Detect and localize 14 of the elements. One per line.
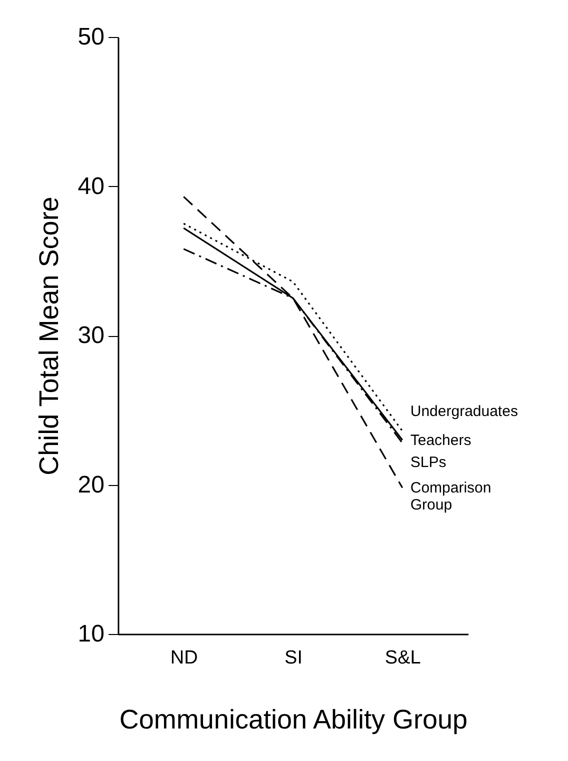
y-tick-label: 30 — [78, 322, 104, 349]
series-label: Comparison Group — [410, 480, 492, 514]
y-tick-label: 50 — [78, 24, 104, 50]
y-tick-label: 20 — [78, 471, 104, 498]
y-tick-label: 40 — [78, 172, 104, 200]
series-label: Undergraduates — [410, 403, 518, 420]
y-tick-label: 10 — [78, 620, 104, 648]
x-tick-label: ND — [170, 648, 198, 668]
x-tick-label: S&L — [384, 648, 421, 668]
series-label: Teachers — [410, 432, 472, 449]
x-axis-title: Communication Ability Group — [119, 704, 468, 734]
x-tick-label: SI — [284, 648, 302, 668]
y-axis-title: Child Total Mean Score — [34, 196, 64, 476]
series-label: SLPs — [410, 454, 446, 471]
